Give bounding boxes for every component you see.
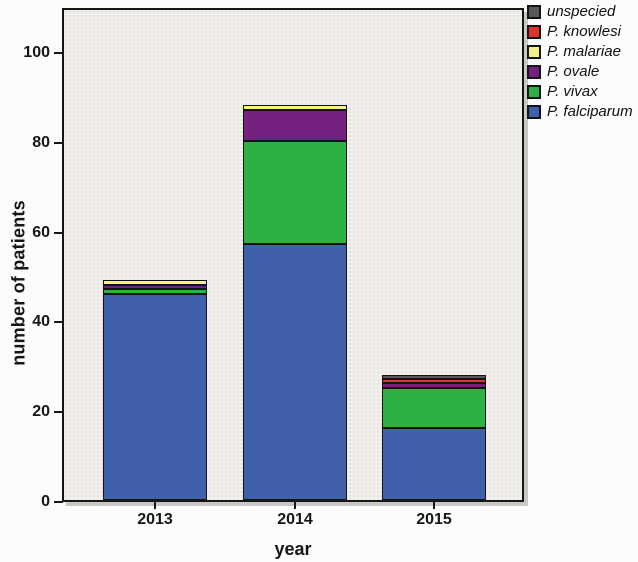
bar-segment-p-falciparum (382, 428, 486, 500)
legend-item-p-vivax: P. vivax (527, 82, 633, 102)
bar-segment-p-ovale (103, 284, 207, 290)
y-tick-mark (54, 500, 63, 503)
legend-item-p-malariae: P. malariae (527, 42, 633, 62)
legend-item-p-falciparum: P. falciparum (527, 102, 633, 122)
bar-segment-p-vivax (103, 289, 207, 294)
legend-label: P. ovale (547, 63, 600, 80)
legend-item-p-knowlesi: P. knowlesi (527, 22, 633, 42)
legend-label: P. falciparum (547, 103, 633, 120)
bar-segment-p-falciparum (103, 293, 207, 500)
y-tick-label: 60 (32, 223, 50, 241)
x-tick-label-2013: 2013 (137, 511, 173, 528)
x-tick-mark (294, 502, 296, 509)
legend-swatch-icon (527, 25, 541, 39)
x-tick-label-2015: 2015 (416, 511, 452, 528)
y-tick-label: 80 (32, 133, 50, 151)
legend-swatch-icon (527, 105, 541, 119)
legend-swatch-icon (527, 85, 541, 99)
bar-segment-p-ovale (243, 109, 347, 142)
y-tick-label: 0 (41, 492, 50, 510)
bar-segment-p-vivax (382, 387, 486, 429)
bar-segment-unspecied (382, 374, 486, 379)
legend-swatch-icon (527, 65, 541, 79)
legend-item-p-ovale: P. ovale (527, 62, 633, 82)
y-tick-mark (54, 231, 63, 234)
legend-swatch-icon (527, 5, 541, 19)
x-tick-label-2014: 2014 (277, 511, 313, 528)
legend-swatch-icon (527, 45, 541, 59)
x-tick-mark (154, 502, 156, 509)
bar-segment-p-malariae (103, 280, 207, 285)
plot-area (62, 8, 524, 502)
bar-segment-p-malariae (243, 105, 347, 110)
x-tick-mark (433, 502, 435, 509)
legend-label: P. knowlesi (547, 23, 621, 40)
y-tick-mark (54, 52, 63, 55)
bar-segment-p-falciparum (243, 244, 347, 500)
bar-2015 (382, 374, 486, 500)
x-axis-title: year (274, 539, 312, 559)
legend: unspecied P. knowlesi P. malariae P. ovale P… (527, 2, 633, 122)
y-tick-label: 20 (32, 403, 50, 421)
legend-item-unspecied: unspecied (527, 2, 633, 22)
y-tick-mark (54, 411, 63, 414)
y-tick-mark (54, 141, 63, 144)
bar-segment-p-vivax (243, 141, 347, 245)
y-tick-label: 100 (23, 44, 50, 62)
y-tick-mark (54, 321, 63, 324)
bar-segment-p-ovale (382, 383, 486, 388)
legend-label: unspecied (547, 3, 616, 20)
plot-inner (64, 10, 522, 500)
legend-label: P. vivax (547, 83, 598, 100)
legend-label: P. malariae (547, 43, 621, 60)
bar-segment-p-knowlesi (382, 378, 486, 384)
y-tick-label: 40 (32, 313, 50, 331)
bar-2013 (103, 280, 207, 500)
bar-2014 (243, 105, 347, 500)
